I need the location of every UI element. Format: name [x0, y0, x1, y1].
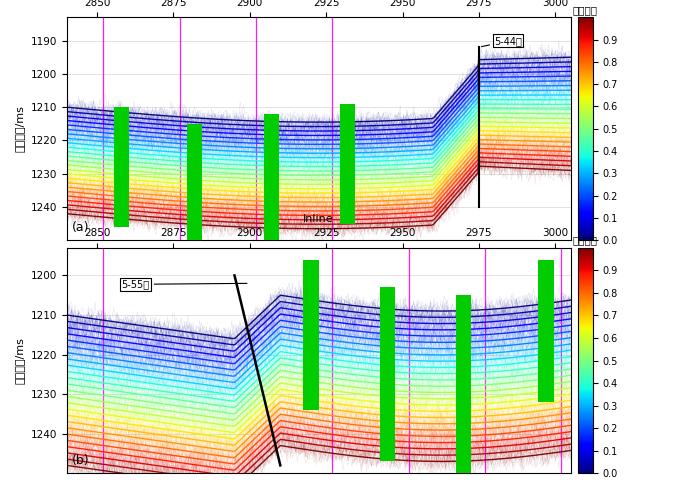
- Bar: [303, 260, 319, 410]
- Title: 岩性概率: 岩性概率: [573, 5, 598, 15]
- Text: (b): (b): [71, 454, 89, 466]
- X-axis label: Inline: Inline: [303, 214, 334, 224]
- Title: 岩性概率: 岩性概率: [573, 236, 598, 246]
- Y-axis label: 双程走时/ms: 双程走时/ms: [15, 337, 24, 384]
- Bar: [340, 104, 355, 224]
- Bar: [538, 260, 554, 402]
- Bar: [114, 107, 129, 227]
- Text: (a): (a): [71, 221, 89, 234]
- Bar: [187, 124, 202, 250]
- Text: 5-44井: 5-44井: [482, 36, 522, 47]
- Bar: [379, 287, 395, 461]
- Bar: [456, 295, 471, 477]
- Text: 5-55井: 5-55井: [122, 280, 247, 289]
- Bar: [263, 114, 279, 247]
- Y-axis label: 双程走时/ms: 双程走时/ms: [15, 106, 24, 152]
